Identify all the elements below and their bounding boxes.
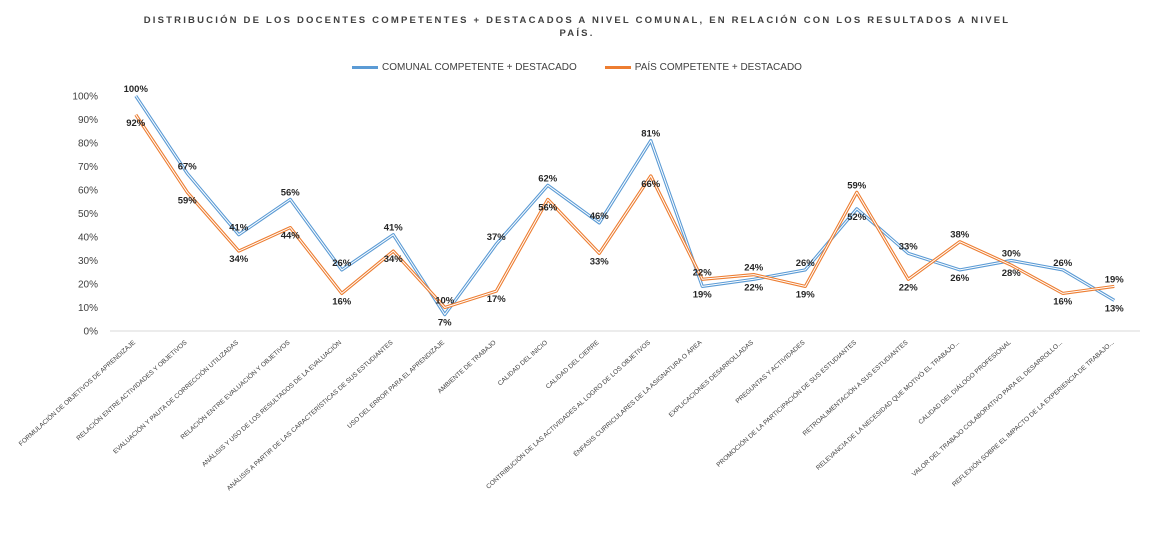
y-tick-label: 100%: [72, 92, 98, 103]
y-tick-label: 80%: [78, 139, 98, 150]
data-label-comunal: 7%: [438, 318, 452, 329]
x-tick-label: ANÁLISIS A PARTIR DE LAS CARACTERÍSTICAS…: [224, 337, 395, 492]
y-tick-label: 20%: [78, 280, 98, 291]
x-tick-label: RELACIÓN ENTRE EVALUACIÓN Y OBJETIVOS: [178, 337, 292, 441]
data-label-pais: 34%: [229, 254, 249, 265]
data-label-pais: 92%: [126, 118, 146, 129]
data-label-comunal: 56%: [281, 187, 301, 198]
chart-title-line-1: DISTRIBUCIÓN DE LOS DOCENTES COMPETENTES…: [143, 15, 1011, 26]
data-label-comunal: 26%: [1053, 258, 1073, 269]
series-line-inner-0: [135, 95, 1115, 316]
x-tick-label: FORMULACIÓN DE OBJETIVOS DE APRENDIZAJE: [16, 337, 137, 447]
data-label-comunal: 33%: [899, 241, 919, 252]
data-label-pais: 59%: [178, 195, 198, 206]
data-label-comunal: 46%: [590, 211, 610, 222]
legend-item-pais: PAÍS COMPETENTE + DESTACADO: [604, 62, 802, 73]
y-tick-label: 70%: [78, 162, 98, 173]
y-tick-label: 60%: [78, 186, 98, 197]
data-label-comunal: 62%: [538, 173, 558, 184]
x-tick-label: AMBIENTE DE TRABAJO: [437, 339, 498, 395]
data-label-pais: 56%: [538, 202, 558, 213]
x-tick-label: CALIDAD DEL DIÁLOGO PROFESIONAL: [916, 338, 1013, 426]
data-label-comunal: 26%: [796, 258, 816, 269]
y-tick-label: 30%: [78, 256, 98, 267]
legend-swatch-comunal: [352, 66, 379, 69]
x-tick-label: CALIDAD DEL INICIO: [497, 339, 549, 387]
chart-title-line-2: PAÍS.: [559, 28, 595, 39]
y-tick-label: 90%: [78, 115, 98, 126]
data-label-pais: 10%: [435, 296, 455, 307]
data-label-pais: 38%: [950, 230, 970, 241]
data-label-comunal: 100%: [124, 84, 149, 95]
x-tick-label: USO DEL ERROR PARA EL APRENDIZAJE: [346, 339, 446, 430]
x-tick-label: RETROALIMENTACIÓN A SUS ESTUDIANTES: [800, 337, 910, 437]
data-label-pais: 22%: [693, 267, 713, 278]
data-label-pais: 17%: [487, 294, 507, 305]
data-label-pais: 34%: [384, 254, 404, 265]
legend-label-comunal: COMUNAL COMPETENTE + DESTACADO: [382, 62, 577, 73]
data-label-comunal: 26%: [950, 273, 970, 284]
chart-legend: COMUNAL COMPETENTE + DESTACADO PAÍS COMP…: [0, 62, 1154, 73]
data-label-pais: 16%: [332, 296, 352, 307]
x-tick-label: EXPLICACIONES DESARROLLADAS: [668, 339, 756, 419]
data-label-comunal: 41%: [384, 223, 404, 234]
y-tick-label: 40%: [78, 233, 98, 244]
chart-title: DISTRIBUCIÓN DE LOS DOCENTES COMPETENTES…: [0, 14, 1154, 40]
data-label-pais: 16%: [1053, 296, 1073, 307]
legend-swatch-pais: [604, 66, 631, 69]
data-label-comunal: 81%: [641, 129, 661, 140]
x-tick-label: CONTRIBUCIÓN DE LAS ACTIVIDADES AL LOGRO…: [484, 337, 653, 490]
data-label-pais: 28%: [1002, 268, 1022, 279]
data-label-comunal: 67%: [178, 162, 198, 173]
data-label-comunal: 13%: [1105, 303, 1125, 314]
data-label-pais: 66%: [641, 179, 661, 190]
data-label-pais: 19%: [1105, 274, 1125, 285]
data-label-pais: 33%: [590, 256, 610, 267]
data-label-pais: 22%: [899, 282, 919, 293]
legend-label-pais: PAÍS COMPETENTE + DESTACADO: [634, 62, 802, 73]
x-tick-label: REFLEXIÓN SOBRE EL IMPACTO DE LA EXPERIE…: [950, 338, 1116, 489]
data-label-pais: 59%: [847, 180, 867, 191]
data-label-pais: 44%: [281, 231, 301, 242]
y-tick-label: 10%: [78, 303, 98, 314]
data-label-comunal: 52%: [847, 212, 867, 223]
data-label-comunal: 19%: [693, 289, 713, 300]
data-label-comunal: 37%: [487, 232, 507, 243]
data-label-comunal: 26%: [332, 258, 352, 269]
x-tick-label: RELACIÓN ENTRE ACTIVIDADES Y OBJETIVOS: [74, 337, 189, 442]
y-tick-label: 50%: [78, 209, 98, 220]
data-label-pais: 24%: [744, 263, 764, 274]
data-label-comunal: 22%: [744, 282, 764, 293]
x-tick-label: CALIDAD DEL CIERRE: [545, 339, 601, 391]
data-label-comunal: 30%: [1002, 249, 1022, 260]
data-label-comunal: 41%: [229, 223, 249, 234]
legend-item-comunal: COMUNAL COMPETENTE + DESTACADO: [352, 62, 577, 73]
data-label-pais: 19%: [796, 289, 816, 300]
y-tick-label: 0%: [84, 327, 99, 338]
series-line-inner-1: [135, 114, 1115, 308]
